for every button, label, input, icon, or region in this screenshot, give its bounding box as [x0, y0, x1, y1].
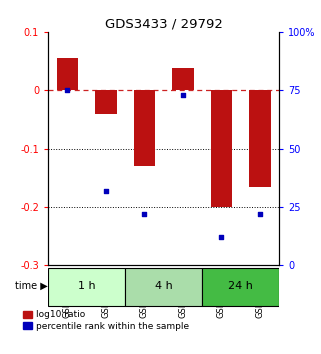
Point — [180, 92, 186, 98]
Bar — [95, 90, 117, 114]
Point — [65, 87, 70, 93]
Point — [219, 235, 224, 240]
Bar — [211, 90, 232, 207]
Bar — [48, 268, 125, 306]
Bar — [172, 68, 194, 90]
Bar — [202, 268, 279, 306]
Bar — [134, 90, 155, 166]
Bar — [249, 90, 271, 187]
Text: 24 h: 24 h — [228, 281, 253, 291]
Point — [257, 211, 263, 217]
Text: time ▶: time ▶ — [15, 281, 48, 291]
Point — [103, 188, 108, 194]
Bar — [57, 58, 78, 90]
Legend: log10 ratio, percentile rank within the sample: log10 ratio, percentile rank within the … — [22, 310, 189, 331]
Text: 4 h: 4 h — [155, 281, 173, 291]
Point — [142, 211, 147, 217]
Title: GDS3433 / 29792: GDS3433 / 29792 — [105, 18, 223, 31]
Text: 1 h: 1 h — [78, 281, 95, 291]
Bar — [125, 268, 202, 306]
